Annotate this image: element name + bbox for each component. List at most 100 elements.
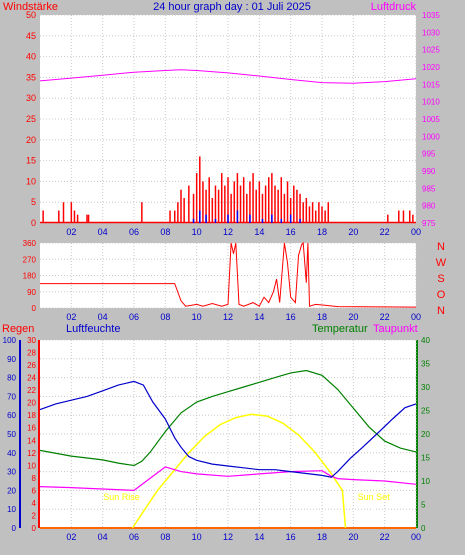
regen-label: Regen [2,323,34,335]
luftfeuchte-label: Luftfeuchte [66,323,120,335]
dir-label-n-bottom: N [437,305,445,317]
temperature-tick-label: 30 [421,383,430,392]
humidity-tick-label: 20 [7,486,16,495]
pressure-tick-label: 1005 [422,115,440,124]
pressure-tick-label: 1015 [422,80,440,89]
direction-tick-label: 0 [32,304,37,313]
humidity-axis-bar [19,340,21,528]
x-tick-label: 12 [223,227,233,237]
x-tick-label: 08 [160,312,170,322]
taupunkt-label: Taupunkt [373,323,418,335]
rain-tick-label: 0 [32,524,37,533]
x-tick-label: 02 [66,227,76,237]
wind-tick-label: 50 [26,10,36,20]
x-tick-label: 06 [129,227,139,237]
rain-tick-label: 24 [27,374,36,383]
dir-label-n-top: N [437,241,445,253]
x-tick-label: 02 [66,532,76,542]
x-tick-label: 04 [98,532,108,542]
humidity-tick-label: 60 [7,411,16,420]
rain-tick-label: 20 [27,399,36,408]
x-tick-label: 16 [286,227,296,237]
rain-tick-label: 10 [27,461,36,470]
pressure-line [39,69,417,84]
x-tick-label: 00 [411,227,421,237]
x-tick-label: 18 [317,227,327,237]
rain-tick-label: 22 [27,386,36,395]
rain-tick-label: 14 [27,436,36,445]
sunset-label: Sun Set [358,492,391,502]
pressure-tick-label: 975 [422,219,436,228]
x-tick-label: 12 [223,532,233,542]
humidity-tick-label: 50 [7,430,16,439]
x-tick-label: 08 [160,532,170,542]
temperature-line [39,369,417,467]
rain-tick-label: 26 [27,361,36,370]
dewpoint-line [39,466,417,492]
pressure-tick-label: 980 [422,202,436,211]
data-marks [39,69,417,529]
wind-direction-line [40,241,417,308]
rain-tick-label: 28 [27,349,36,358]
solar-curve [131,413,347,529]
x-tick-label: 10 [192,227,202,237]
pressure-tick-label: 1025 [422,46,440,55]
rain-tick-label: 2 [32,511,37,520]
wind-tick-label: 45 [26,31,36,41]
rain-tick-label: 12 [27,449,36,458]
temperature-tick-label: 5 [421,501,426,510]
rain-tick-label: 18 [27,411,36,420]
wind-tick-label: 40 [26,52,36,62]
humidity-tick-label: 40 [7,449,16,458]
direction-tick-label: 270 [23,255,37,264]
x-tick-label: 08 [160,227,170,237]
rain-tick-label: 30 [27,336,36,345]
humidity-tick-label: 80 [7,374,16,383]
temperatur-label: Temperatur [312,323,368,335]
direction-tick-label: 180 [23,272,37,281]
graph-title: 24 hour graph day : 01 Juli 2025 [153,1,311,13]
pressure-tick-label: 985 [422,184,436,193]
x-tick-label: 14 [254,227,264,237]
x-tick-label: 14 [254,532,264,542]
temperature-tick-label: 20 [421,430,430,439]
temperature-tick-label: 10 [421,477,430,486]
x-tick-label: 16 [286,532,296,542]
x-tick-label: 10 [192,532,202,542]
wind-tick-label: 5 [31,197,36,207]
direction-tick-label: 360 [23,239,37,248]
x-tick-label: 06 [129,312,139,322]
x-tick-label: 18 [317,312,327,322]
temperature-axis-bar [416,340,418,528]
rain-tick-label: 8 [32,474,37,483]
wind-tick-label: 35 [26,72,36,82]
wind-axis-label: Windstärke [3,1,58,13]
temperature-tick-label: 40 [421,336,430,345]
temperature-tick-label: 25 [421,407,430,416]
wind-tick-label: 30 [26,93,36,103]
x-tick-label: 12 [223,312,233,322]
x-tick-label: 10 [192,312,202,322]
x-tick-label: 00 [411,532,421,542]
humidity-tick-label: 30 [7,468,16,477]
x-tick-label: 16 [286,312,296,322]
humidity-tick-label: 10 [7,505,16,514]
sunrise-label: Sun Rise [103,492,140,502]
wind-tick-label: 20 [26,135,36,145]
x-tick-label: 20 [348,227,358,237]
humidity-tick-label: 0 [12,524,17,533]
direction-tick-label: 90 [27,288,36,297]
rain-tick-label: 4 [32,499,37,508]
pressure-tick-label: 1030 [422,28,440,37]
pressure-axis-label: Luftdruck [371,1,417,13]
x-tick-label: 06 [129,532,139,542]
humidity-tick-label: 90 [7,355,16,364]
pressure-tick-label: 1010 [422,98,440,107]
dir-label-s: S [437,273,444,285]
x-tick-label: 20 [348,312,358,322]
x-tick-label: 04 [98,312,108,322]
x-tick-label: 20 [348,532,358,542]
wind-tick-label: 25 [26,114,36,124]
